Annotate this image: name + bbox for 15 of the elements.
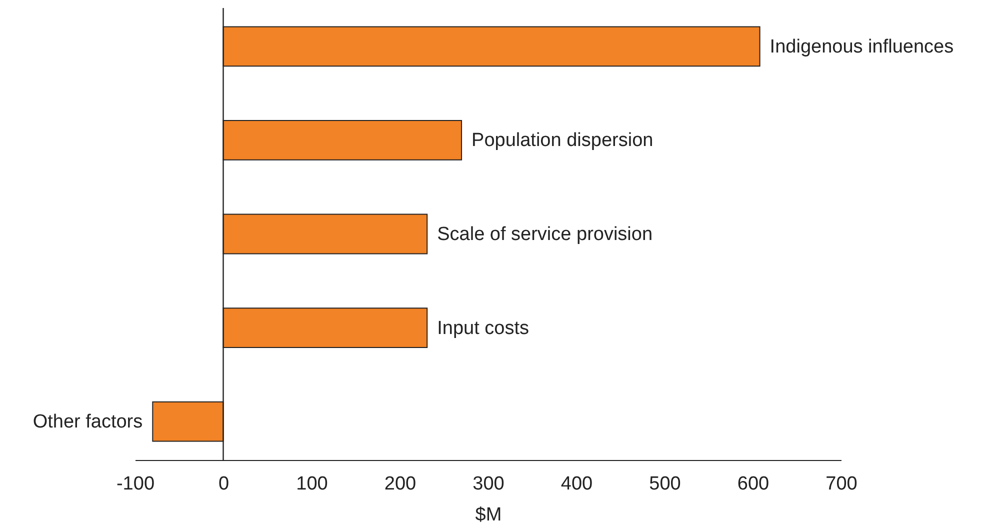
x-tick-label: 600	[737, 474, 770, 494]
x-axis-title: $M	[475, 504, 502, 526]
x-tick-label: 700	[826, 474, 858, 494]
x-tick-label: 100	[296, 474, 328, 494]
y-tick-label: Input costs	[437, 318, 529, 339]
y-tick-label: Scale of service provision	[437, 224, 653, 245]
x-tick-label: 300	[472, 474, 504, 494]
x-tick-label: -100	[116, 474, 155, 494]
x-tick-label: 200	[384, 474, 416, 494]
x-tick-label: 500	[649, 474, 681, 494]
x-tick-label: 0	[218, 474, 230, 494]
y-tick-label: Other factors	[32, 412, 143, 433]
x-tick-label: 400	[560, 474, 593, 494]
y-tick-label: Indigenous influences	[770, 36, 954, 58]
y-tick-label: Population dispersion	[472, 130, 654, 152]
